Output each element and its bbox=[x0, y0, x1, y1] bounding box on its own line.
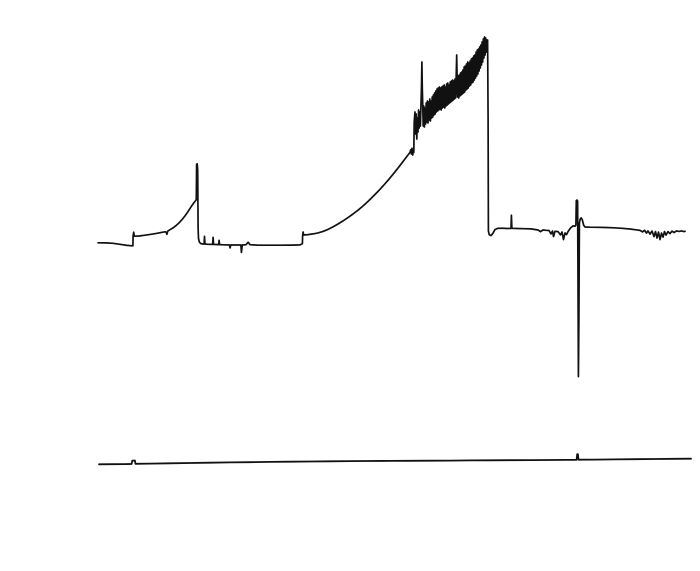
lower-trace bbox=[98, 453, 692, 466]
upper-trace bbox=[97, 36, 686, 378]
